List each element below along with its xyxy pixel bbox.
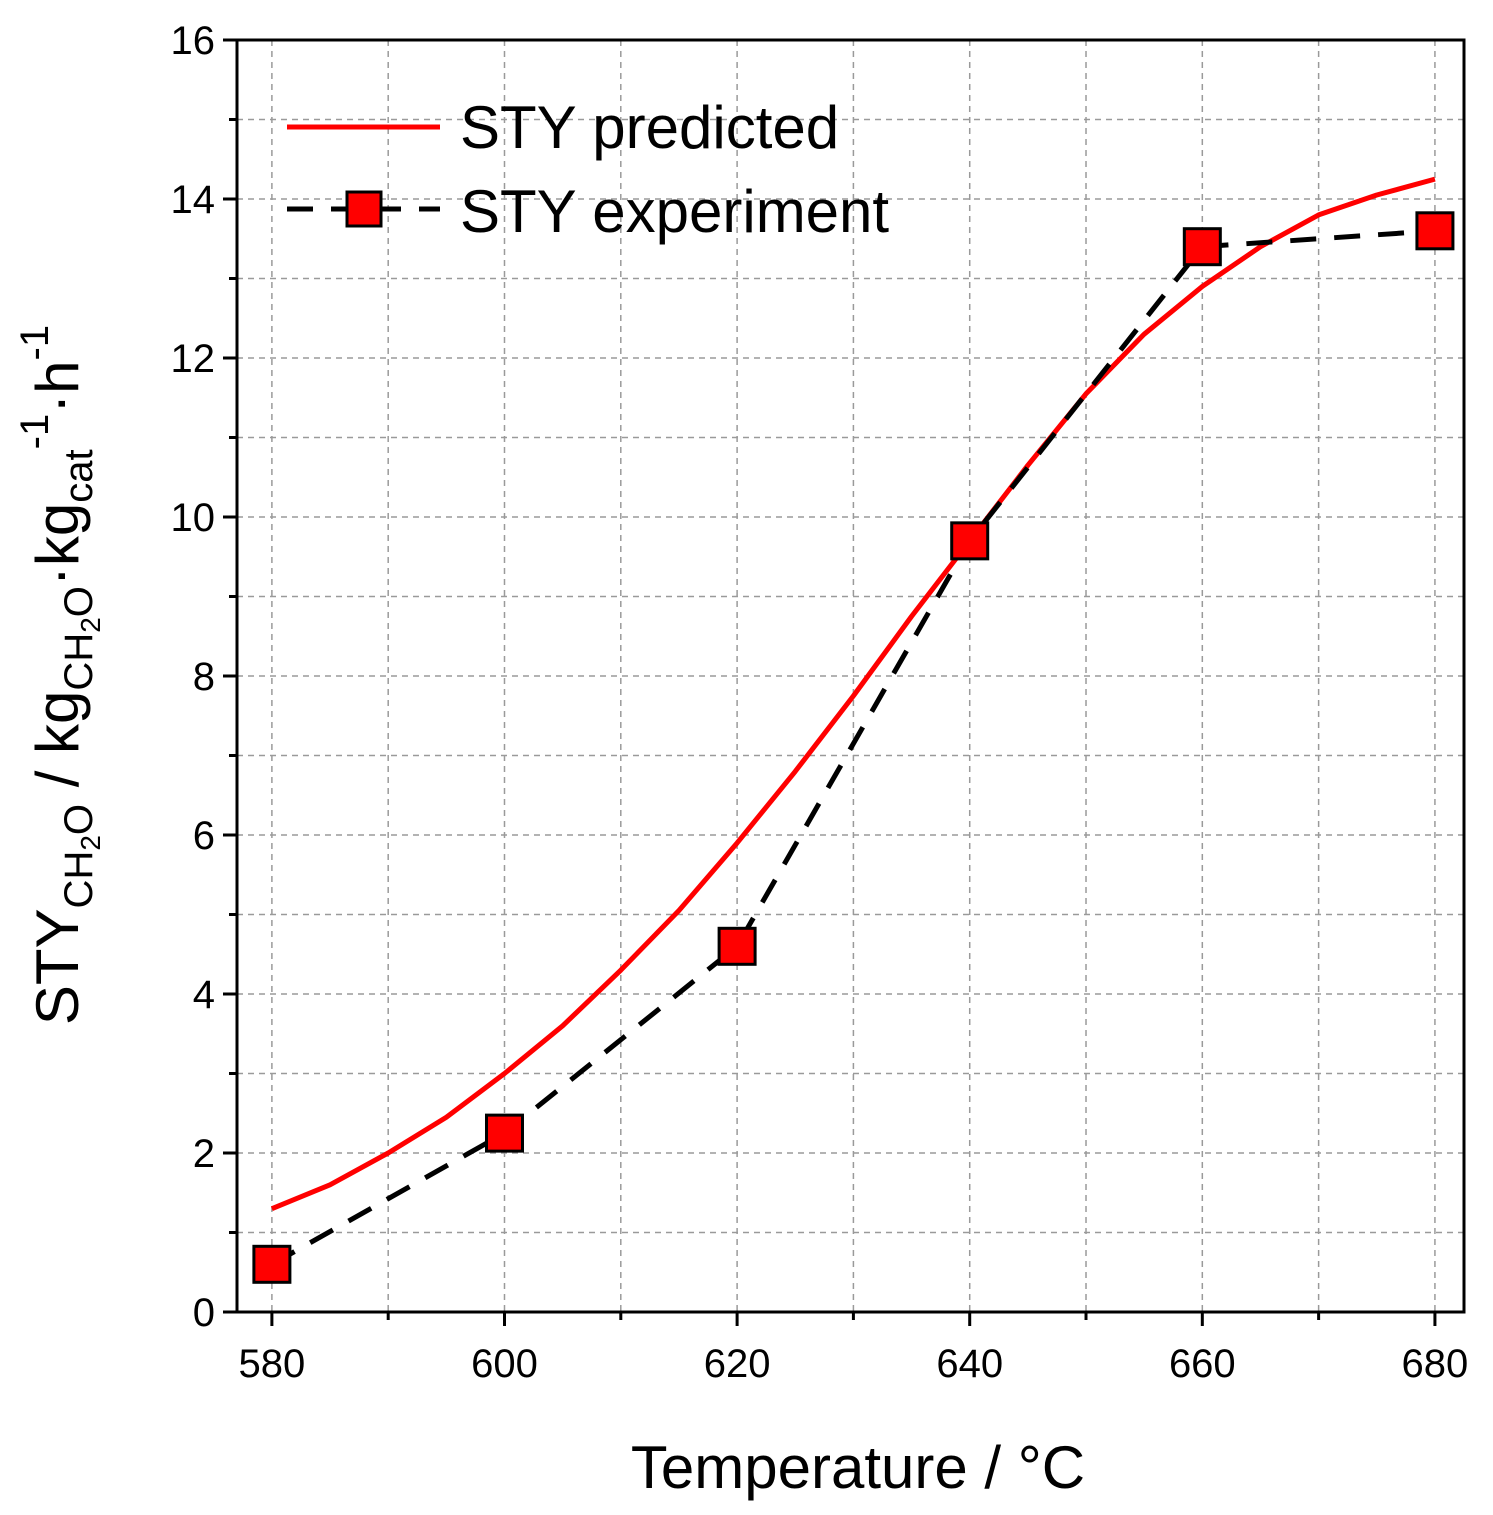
- y-tick-label: 16: [171, 19, 216, 63]
- x-axis-title: Temperature / °C: [631, 1434, 1085, 1501]
- series-experiment-line: [270, 228, 1436, 1267]
- y-tick-label: 10: [171, 496, 216, 540]
- experiment-marker: [1182, 227, 1222, 267]
- experiment-marker: [484, 1113, 524, 1153]
- x-tick-label: 580: [239, 1342, 306, 1386]
- grid-lines: [237, 39, 1464, 1313]
- series-predicted-line: [270, 176, 1436, 1211]
- experiment-marker: [1415, 211, 1455, 251]
- x-tick-label: 680: [1402, 1342, 1469, 1386]
- y-axis-title: STYCH2O / kgCH2O·kgcat-1·h-1: [13, 325, 106, 1025]
- y-tick-label: 12: [171, 337, 216, 381]
- experiment-marker: [950, 521, 990, 561]
- experiment-marker: [717, 926, 757, 966]
- x-tick-label: 600: [471, 1342, 538, 1386]
- y-tick-label: 4: [193, 973, 215, 1017]
- series-layer: [252, 176, 1455, 1284]
- x-tick-label: 620: [704, 1342, 771, 1386]
- y-tick-label: 2: [193, 1132, 215, 1176]
- y-tick-label: 0: [193, 1291, 215, 1335]
- y-tick-label: 6: [193, 814, 215, 858]
- legend: STY predicted STY experiment: [287, 94, 889, 245]
- legend-predicted-label: STY predicted: [460, 94, 839, 161]
- x-tick-label: 640: [936, 1342, 1003, 1386]
- legend-experiment-label: STY experiment: [460, 178, 889, 245]
- x-tick-label: 660: [1169, 1342, 1236, 1386]
- tick-labels: 580 600 620 640 660 680 0 2 4 6 8 10 12 14 16: [171, 19, 1469, 1386]
- experiment-marker: [252, 1244, 292, 1284]
- legend-experiment-marker: [345, 190, 383, 228]
- plot-frame: [235, 38, 1466, 1314]
- y-tick-label: 8: [193, 655, 215, 699]
- y-tick-label: 14: [171, 178, 216, 222]
